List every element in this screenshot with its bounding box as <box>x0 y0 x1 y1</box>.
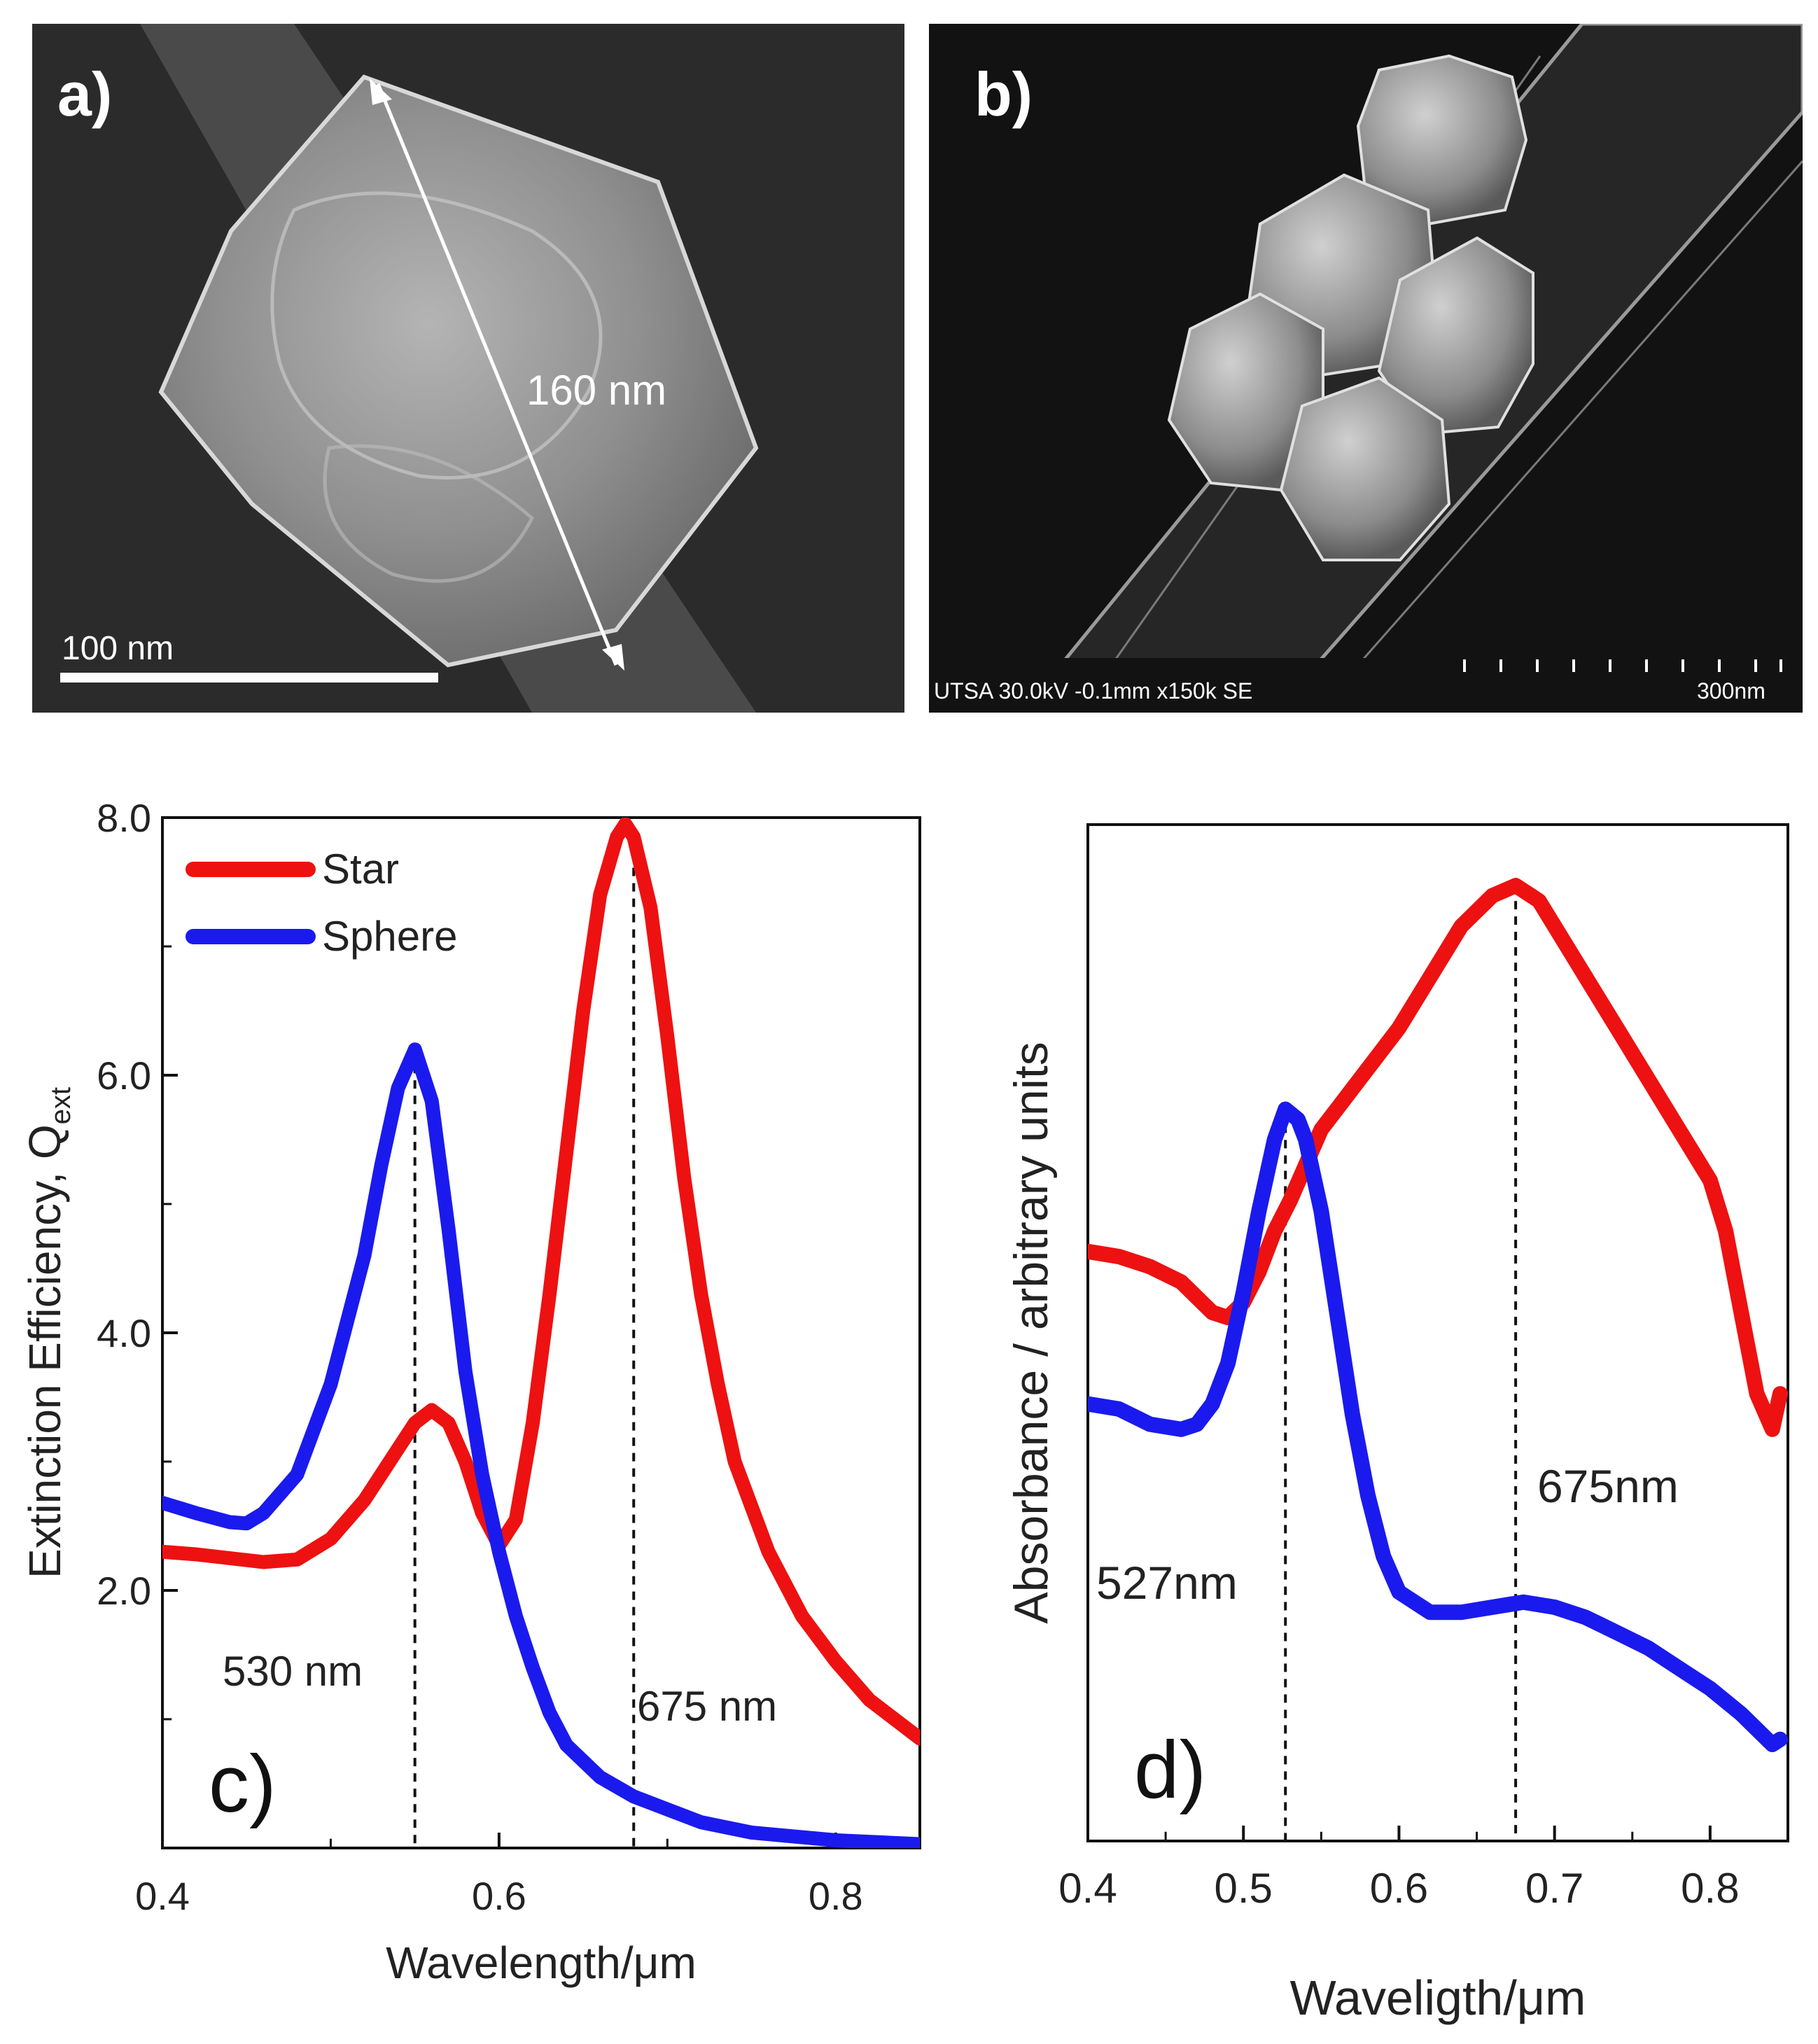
panel-label-a: a) <box>57 59 112 129</box>
arrow-head-bottom <box>602 644 624 671</box>
y-tick-label-c-2: 6.0 <box>97 1054 151 1098</box>
y-axis-title-c: Extinction Efficiency, Qext <box>20 1087 76 1578</box>
x-tick-label-d-0: 0.4 <box>1058 1865 1117 1912</box>
x-axis-title-c: Wavelength/μm <box>386 1938 697 1988</box>
annotation-527nm: 527nm <box>1096 1557 1238 1609</box>
x-tick-label-c-2: 0.8 <box>809 1874 863 1918</box>
x-tick-label-d-1: 0.5 <box>1215 1865 1273 1912</box>
annotation-530nm: 530 nm <box>223 1648 363 1695</box>
nanocube-surface-detail <box>323 444 535 583</box>
c-ticks: 0.4 0.6 0.8 2.0 4.0 6.0 8.0 <box>97 796 863 1918</box>
series-line-d-1 <box>1088 1101 1788 1753</box>
c-guide-lines <box>413 836 636 1848</box>
d-guide-lines <box>1284 886 1518 1841</box>
x-axis-title-d: Waveligth/μm <box>1290 1970 1586 2025</box>
sem-info-text: UTSA 30.0kV -0.1mm x150k SE <box>934 678 1252 704</box>
legend-label-star: Star <box>322 846 399 892</box>
scale-bar-b <box>1463 659 1782 672</box>
x-tick-label-c-1: 0.6 <box>472 1874 526 1918</box>
y-tick-label-c-3: 8.0 <box>97 796 151 840</box>
panel-label-d: d) <box>1134 1724 1206 1815</box>
series-line-c-0 <box>162 818 920 1746</box>
x-tick-label-d-2: 0.6 <box>1370 1865 1428 1912</box>
series-line-d-0 <box>1088 878 1788 1437</box>
legend-label-sphere: Sphere <box>322 913 457 960</box>
d-series-lines <box>1088 878 1788 1753</box>
nanocube-particle <box>158 74 759 668</box>
arrow-head-top <box>370 78 392 105</box>
panel-b: b) UTSA 30.0kV -0.1mm x150k SE 300nm <box>929 24 1803 713</box>
chart-d: 0.4 0.5 0.6 0.7 0.8 527nm 675nm d) Waveligth… <box>1005 823 1789 2025</box>
annotation-675nm-d: 675nm <box>1537 1460 1679 1512</box>
c-series-lines <box>162 818 920 1848</box>
nanostar-particle <box>1279 376 1451 561</box>
y-axis-title-c-main: Extinction Efficiency, Q <box>20 1124 70 1578</box>
measure-arrow <box>376 83 618 666</box>
y-tick-label-c-1: 4.0 <box>97 1311 151 1355</box>
nanostar-particle <box>1356 54 1528 226</box>
panel-label-b: b) <box>974 59 1033 129</box>
scale-label-a: 100 nm <box>62 630 174 667</box>
sem-info-bar <box>929 658 1803 713</box>
panel-a: a) 160 nm 100 nm <box>32 24 904 713</box>
chart-c: 0.4 0.6 0.8 2.0 4.0 6.0 8.0 Star Sphere 530 nm… <box>20 796 921 1988</box>
measure-label: 160 nm <box>526 367 666 414</box>
nanocube-surface-detail <box>270 191 603 479</box>
y-axis-title-d: Absorbance / arbitrary units <box>1005 1042 1058 1624</box>
legend-c: Star Sphere <box>186 846 457 960</box>
scale-label-b: 300nm <box>1697 678 1765 704</box>
x-tick-label-d-4: 0.8 <box>1681 1865 1739 1912</box>
y-tick-label-c-0: 2.0 <box>97 1569 151 1613</box>
nanowire-edge <box>1315 160 1803 713</box>
y-axis-title-c-sub: ext <box>46 1087 76 1124</box>
d-ticks: 0.4 0.5 0.6 0.7 0.8 <box>1058 1826 1740 1912</box>
x-tick-label-c-0: 0.4 <box>135 1874 190 1918</box>
series-line-c-1 <box>162 1042 920 1848</box>
panel-label-c: c) <box>209 1738 277 1829</box>
annotation-675nm: 675 nm <box>637 1683 777 1730</box>
x-tick-label-d-3: 0.7 <box>1525 1865 1583 1912</box>
